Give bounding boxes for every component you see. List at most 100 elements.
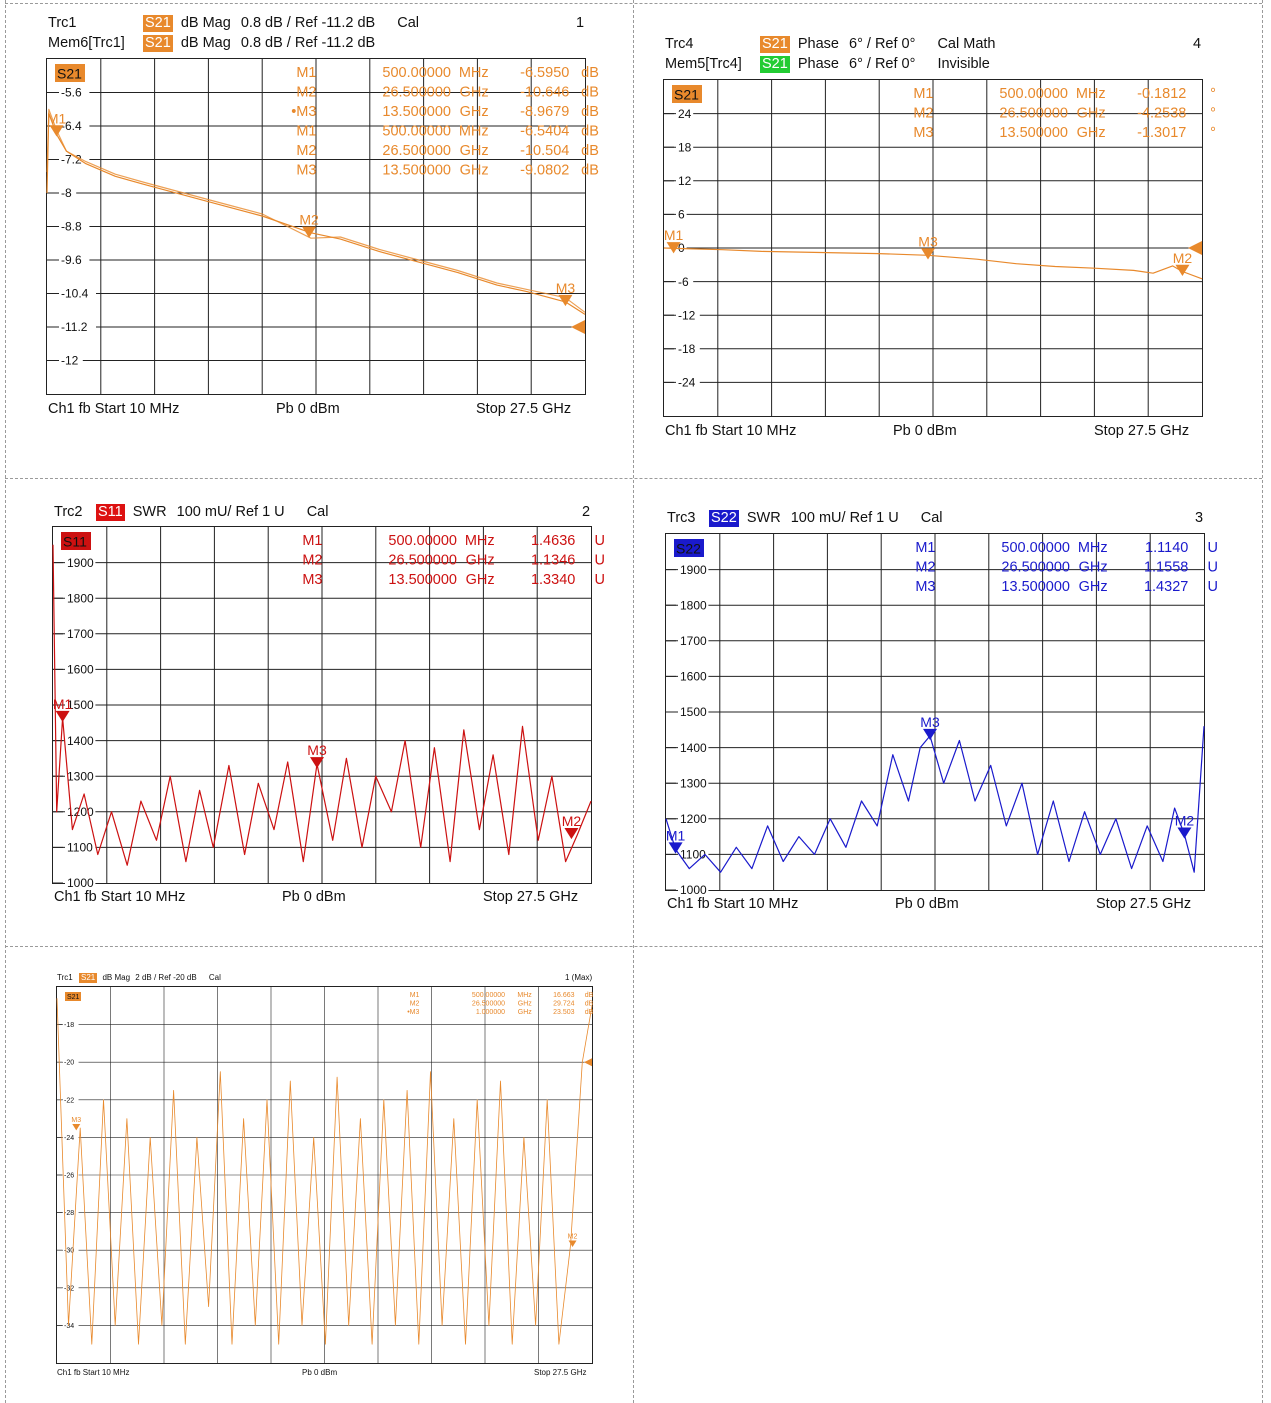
y-tick-label: 1600: [680, 670, 707, 684]
marker-frequency-unit: GHz: [460, 163, 489, 179]
marker-value-unit: dB: [585, 992, 594, 999]
divider-vertical-right: [1262, 0, 1263, 1403]
divider-horizontal-top: [5, 3, 1262, 4]
y-tick-label-bg: [59, 353, 83, 368]
marker-name: M3: [915, 579, 935, 595]
scale: 2 dB /: [135, 973, 157, 982]
y-tick-label: -26: [64, 1172, 74, 1179]
y-tick-label-bg: [676, 274, 694, 289]
trace-marker-label: M2: [299, 212, 319, 228]
trc1-header-row-2: Mem6[Trc1] S21 dB Mag 0.8 dB / Ref -11.2 …: [48, 33, 375, 53]
marker-frequency-unit: MHz: [1076, 86, 1106, 102]
divider-vertical-left: [5, 0, 6, 1403]
ref: Ref 1 U: [235, 504, 285, 520]
footer-right: Stop 27.5 GHz: [1096, 896, 1192, 912]
y-tick-label-bg: [678, 740, 709, 755]
marker-name: M3: [296, 163, 316, 179]
y-tick-label-bg: [678, 633, 709, 648]
trc3-header-row-1: Trc3 S22 SWR 100 mU/ Ref 1 U Cal: [667, 508, 943, 528]
series-line-2: [46, 108, 586, 313]
marker-value-unit: °: [1210, 106, 1216, 122]
marker-frequency: 1.000000: [476, 1009, 505, 1016]
footer-right: Stop 27.5 GHz: [534, 1368, 587, 1377]
ref: Ref 1 U: [849, 510, 899, 526]
marker-value-unit: U: [1207, 540, 1217, 556]
marker-value: -10.504: [520, 143, 569, 159]
marker-frequency: 500.00000: [472, 992, 505, 999]
trace-name: Trc2: [54, 504, 83, 520]
marker-frequency: 500.00000: [388, 533, 457, 549]
trc1-max-header-row-1: Trc1 S21 dB Mag 2 dB / Ref -20 dB Cal: [57, 972, 221, 984]
marker-frequency-unit: GHz: [1079, 579, 1108, 595]
param-badge[interactable]: S21: [143, 15, 173, 32]
series-line-1: [56, 998, 593, 1345]
y-tick-label-bg: [676, 375, 700, 390]
marker-value-unit: °: [1210, 86, 1216, 102]
marker-frequency-unit: GHz: [460, 85, 489, 101]
trace-marker: [568, 1240, 577, 1247]
scale: 0.8 dB /: [240, 35, 291, 51]
marker-frequency: 500.00000: [382, 124, 451, 140]
y-tick-label: 1200: [680, 812, 707, 826]
marker-frequency-unit: GHz: [460, 143, 489, 159]
y-tick-label-bg: [65, 769, 96, 784]
footer-mid: Pb 0 dBm: [282, 889, 346, 905]
y-tick-label: 1500: [680, 705, 707, 719]
marker-value-unit: dB: [581, 65, 599, 81]
series-line-1: [52, 544, 592, 866]
trace-marker-label: M3: [556, 280, 576, 296]
marker-value-unit: dB: [581, 124, 599, 140]
y-tick-label: -8.8: [61, 220, 82, 234]
y-tick-label-bg: [59, 85, 90, 100]
y-tick-label: 1300: [680, 776, 707, 790]
marker-name: •M3: [407, 1009, 419, 1016]
footer-mid: Pb 0 dBm: [895, 896, 959, 912]
status: Cal: [306, 504, 329, 520]
marker-name: M2: [410, 1001, 420, 1008]
y-tick-label: 1800: [680, 598, 707, 612]
y-tick-label-bg: [63, 1020, 79, 1029]
y-tick-label: 1500: [67, 698, 94, 712]
divider-horizontal-1: [5, 478, 1262, 479]
param-badge[interactable]: S21: [79, 973, 98, 983]
y-tick-label: -5.6: [61, 86, 82, 100]
marker-value: 16.663: [553, 992, 575, 999]
marker-frequency-unit: MHz: [1078, 540, 1108, 556]
series-line-1: [665, 726, 1205, 873]
y-tick-label-bg: [63, 1208, 79, 1217]
marker-value: 1.4636: [531, 533, 575, 549]
param-badge[interactable]: S11: [96, 504, 125, 521]
marker-frequency-unit: GHz: [466, 553, 495, 569]
y-tick-label-bg: [59, 252, 90, 268]
marker-frequency: 26.500000: [1001, 560, 1070, 576]
param-badge[interactable]: S21: [760, 56, 790, 73]
marker-frequency: 500.00000: [999, 86, 1068, 102]
y-tick-label-bg: [65, 662, 96, 677]
marker-name: M1: [915, 540, 935, 556]
status: Cal: [397, 15, 420, 31]
divider-vertical-middle: [633, 0, 634, 1403]
footer-right: Stop 27.5 GHz: [476, 401, 572, 417]
marker-name: M3: [302, 572, 322, 588]
trace-marker-label: M3: [920, 714, 940, 730]
y-tick-label: 1700: [680, 634, 707, 648]
marker-value: -8.9679: [520, 104, 569, 120]
window-number: 2: [582, 504, 591, 520]
trace-marker-label: M3: [307, 742, 327, 758]
ref: Ref 0°: [874, 56, 916, 72]
y-tick-label-bg: [59, 118, 90, 134]
param-badge[interactable]: S21: [760, 36, 790, 53]
marker-name: M1: [410, 992, 420, 999]
trace-marker: [310, 757, 325, 769]
marker-frequency: 13.500000: [388, 572, 457, 588]
marker-frequency: 500.00000: [1001, 540, 1070, 556]
window-number: 1: [576, 15, 585, 31]
plot-trc2: 1900180017001600150014001300120011001000…: [52, 527, 605, 891]
marker-value-unit: dB: [585, 1009, 594, 1016]
y-tick-label-bg: [676, 173, 694, 188]
y-tick-label: -11.2: [61, 320, 88, 334]
format: Phase: [797, 56, 839, 72]
param-badge[interactable]: S21: [143, 35, 173, 52]
param-badge[interactable]: S22: [709, 510, 739, 527]
